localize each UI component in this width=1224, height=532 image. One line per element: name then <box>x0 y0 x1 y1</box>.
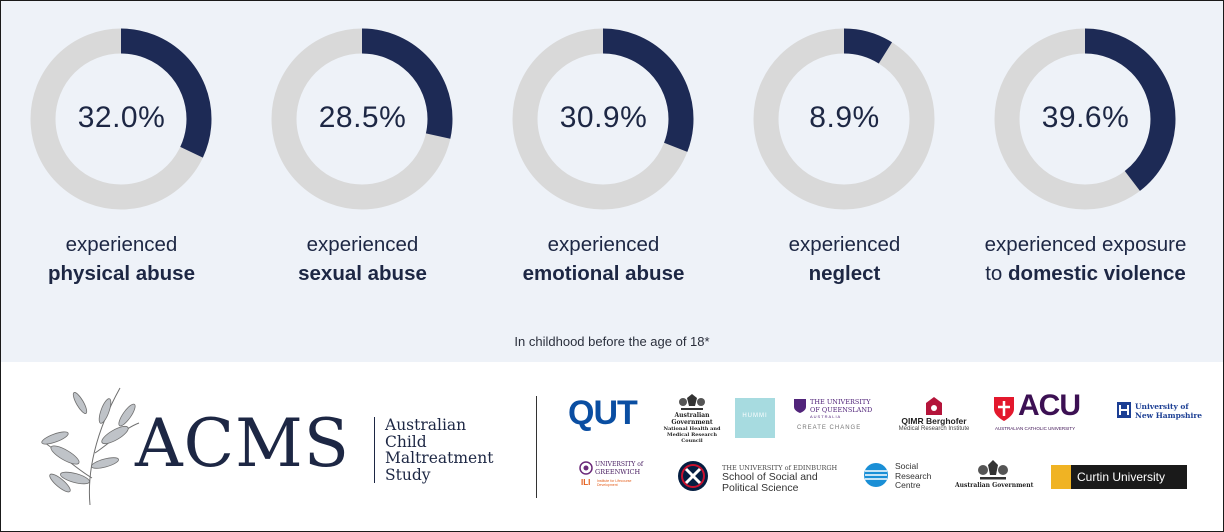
edinburgh-crest-icon <box>678 461 708 491</box>
percent-label: 39.6% <box>1041 101 1130 134</box>
caption-category: sexual abuse <box>298 262 427 285</box>
qimr-mark-icon <box>926 397 942 415</box>
caption-prefix: to <box>985 262 1009 285</box>
hummi-logo: HUMMI <box>735 398 775 438</box>
stat-caption: experienced exposure to domestic violence <box>965 230 1206 288</box>
stat-caption: experienced physical abuse <box>1 230 242 288</box>
caption-line-2: to domestic violence <box>965 259 1206 288</box>
donut-chart <box>753 28 935 210</box>
acms-logo: ACMS Australian Child Maltreatment Study <box>35 383 505 507</box>
donut-chart <box>994 28 1176 210</box>
caption-line-2: sexual abuse <box>242 259 483 288</box>
stat-item: 39.6% experienced exposure to domestic vio… <box>965 1 1206 301</box>
unh-crest-icon <box>1117 402 1131 418</box>
coat-of-arms-icon-2 <box>978 460 1008 480</box>
caption-line: experienced exposure <box>984 233 1187 256</box>
eucalyptus-branch-icon <box>41 387 140 506</box>
nhmrc-logo: Australian Government National Health an… <box>657 392 727 444</box>
donut-chart <box>271 28 453 210</box>
stats-panel: 32.0% experienced physical abuse 28.5% exper… <box>1 1 1223 362</box>
greenwich-crest-icon <box>579 461 593 475</box>
caption-line-2: emotional abuse <box>483 259 724 288</box>
stat-item: 28.5% experienced sexual abuse <box>242 1 483 301</box>
aus-gov-logo: Australian Government <box>955 458 1033 489</box>
donut-chart <box>512 28 694 210</box>
stat-caption: experienced sexual abuse <box>242 230 483 288</box>
donut-slice <box>30 28 212 210</box>
caption-line-2: neglect <box>724 259 965 288</box>
curtin-mark-icon <box>1051 465 1071 489</box>
caption-line-2: physical abuse <box>1 259 242 288</box>
caption-category: domestic violence <box>1008 262 1186 285</box>
caption-category: neglect <box>808 262 881 285</box>
uq-crest-icon <box>794 399 806 413</box>
stat-item: 30.9% experienced emotional abuse <box>483 1 724 301</box>
percent-label: 28.5% <box>318 101 407 134</box>
footnote: In childhood before the age of 18* <box>514 334 710 349</box>
stat-item: 8.9% experienced neglect <box>724 1 965 301</box>
stat-caption: experienced emotional abuse <box>483 230 724 288</box>
curtin-logo: Curtin University <box>1051 465 1187 489</box>
caption-line: experienced <box>65 233 178 256</box>
qut-logo: QUT <box>568 394 638 432</box>
coat-of-arms-icon <box>679 394 705 410</box>
acms-acronym: ACMS <box>135 405 350 482</box>
logos-panel <box>1 362 1223 531</box>
caption-category: emotional abuse <box>522 262 685 285</box>
donut-slice <box>994 28 1176 210</box>
caption-line: experienced <box>788 233 901 256</box>
acms-name: Australian Child Maltreatment Study <box>385 416 494 484</box>
donut-slice <box>753 28 935 210</box>
percent-label: 30.9% <box>559 101 648 134</box>
caption-line: experienced <box>547 233 660 256</box>
acms-divider <box>374 417 375 483</box>
src-waves-icon <box>864 463 888 487</box>
caption-line: experienced <box>306 233 419 256</box>
donut-slice <box>271 28 453 210</box>
donut-slice <box>512 28 694 210</box>
stat-item: 32.0% experienced physical abuse <box>1 1 242 301</box>
stat-caption: experienced neglect <box>724 230 965 288</box>
donut-chart <box>30 28 212 210</box>
acu-shield-icon <box>994 397 1014 421</box>
caption-category: physical abuse <box>48 262 195 285</box>
logo-divider <box>536 396 537 498</box>
percent-label: 32.0% <box>77 101 166 134</box>
percent-label: 8.9% <box>809 101 880 134</box>
qimr-logo: QIMR Berghofer Medical Research Institut… <box>889 396 979 432</box>
donut-chart-row: 32.0% experienced physical abuse 28.5% exper… <box>1 1 1223 301</box>
